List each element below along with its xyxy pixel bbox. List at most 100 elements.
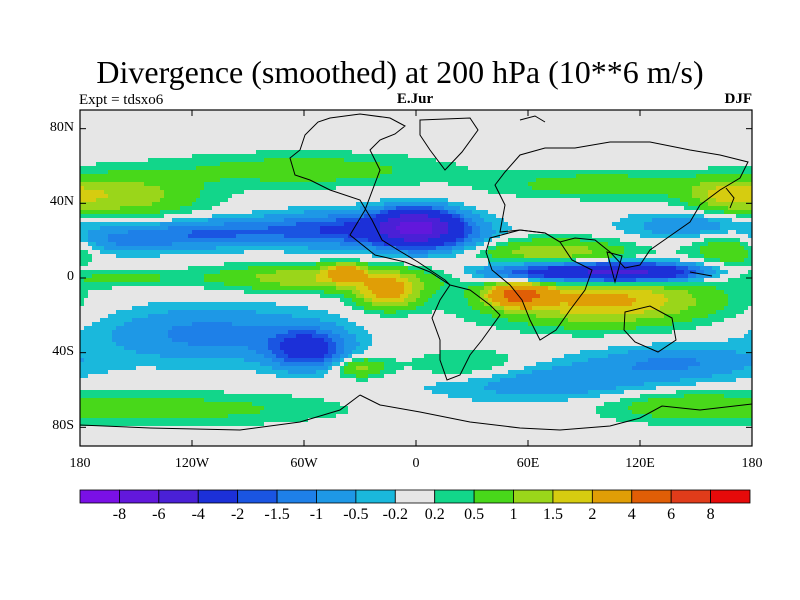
field-cell <box>164 330 169 335</box>
field-cell <box>132 386 137 391</box>
field-cell <box>176 130 181 135</box>
field-cell <box>168 250 173 255</box>
field-cell <box>276 194 281 199</box>
field-cell <box>308 114 313 119</box>
field-cell <box>232 166 237 171</box>
field-cell <box>132 438 137 443</box>
field-cell <box>200 374 205 379</box>
field-cell <box>260 242 265 247</box>
field-cell <box>168 438 173 443</box>
field-cell <box>236 166 241 171</box>
field-cell <box>92 182 97 187</box>
field-cell <box>132 214 137 219</box>
field-cell <box>132 406 137 411</box>
field-cell <box>96 258 101 263</box>
field-cell <box>80 226 85 231</box>
field-cell <box>128 378 133 383</box>
field-cell <box>240 210 245 215</box>
field-cell <box>304 370 309 375</box>
field-cell <box>272 366 277 371</box>
field-cell <box>164 146 169 151</box>
field-cell <box>156 434 161 439</box>
field-cell <box>124 370 129 375</box>
field-cell <box>104 218 109 223</box>
field-cell <box>92 346 97 351</box>
field-cell <box>152 294 157 299</box>
field-cell <box>188 366 193 371</box>
field-cell <box>248 274 253 279</box>
field-cell <box>300 438 305 443</box>
field-cell <box>136 258 141 263</box>
field-cell <box>136 162 141 167</box>
field-cell <box>176 262 181 267</box>
field-cell <box>240 294 245 299</box>
field-cell <box>288 170 293 175</box>
field-cell <box>148 338 153 343</box>
field-cell <box>164 306 169 311</box>
field-cell <box>224 306 229 311</box>
field-cell <box>276 134 281 139</box>
field-cell <box>100 166 105 171</box>
field-cell <box>148 138 153 143</box>
field-cell <box>148 374 153 379</box>
field-cell <box>100 310 105 315</box>
field-cell <box>128 138 133 143</box>
field-cell <box>96 386 101 391</box>
field-cell <box>120 302 125 307</box>
field-cell <box>84 250 89 255</box>
field-cell <box>228 202 233 207</box>
field-cell <box>188 350 193 355</box>
field-cell <box>232 110 237 115</box>
field-cell <box>264 410 269 415</box>
field-cell <box>136 274 141 279</box>
field-cell <box>240 258 245 263</box>
field-cell <box>232 242 237 247</box>
field-cell <box>308 190 313 195</box>
field-cell <box>132 190 137 195</box>
field-cell <box>120 382 125 387</box>
field-cell <box>276 170 281 175</box>
field-cell <box>140 438 145 443</box>
field-cell <box>220 250 225 255</box>
field-cell <box>276 242 281 247</box>
field-cell <box>228 122 233 127</box>
field-cell <box>104 194 109 199</box>
field-cell <box>260 226 265 231</box>
field-cell <box>136 310 141 315</box>
field-cell <box>180 334 185 339</box>
field-cell <box>188 154 193 159</box>
field-cell <box>164 270 169 275</box>
field-cell <box>188 294 193 299</box>
field-cell <box>96 114 101 119</box>
field-cell <box>244 390 249 395</box>
field-cell <box>120 214 125 219</box>
field-cell <box>208 234 213 239</box>
field-cell <box>124 286 129 291</box>
field-cell <box>96 310 101 315</box>
field-cell <box>160 278 165 283</box>
field-cell <box>212 170 217 175</box>
field-cell <box>104 170 109 175</box>
field-cell <box>212 210 217 215</box>
field-cell <box>160 118 165 123</box>
field-cell <box>308 298 313 303</box>
field-cell <box>208 354 213 359</box>
field-cell <box>160 170 165 175</box>
field-cell <box>244 286 249 291</box>
field-cell <box>136 190 141 195</box>
field-cell <box>260 330 265 335</box>
field-cell <box>140 290 145 295</box>
field-cell <box>204 162 209 167</box>
field-cell <box>128 226 133 231</box>
field-cell <box>284 362 289 367</box>
field-cell <box>200 298 205 303</box>
field-cell <box>140 386 145 391</box>
field-cell <box>200 390 205 395</box>
field-cell <box>156 330 161 335</box>
field-cell <box>292 298 297 303</box>
field-cell <box>288 418 293 423</box>
field-cell <box>80 254 85 259</box>
field-cell <box>84 302 89 307</box>
field-cell <box>112 166 117 171</box>
field-cell <box>152 358 157 363</box>
